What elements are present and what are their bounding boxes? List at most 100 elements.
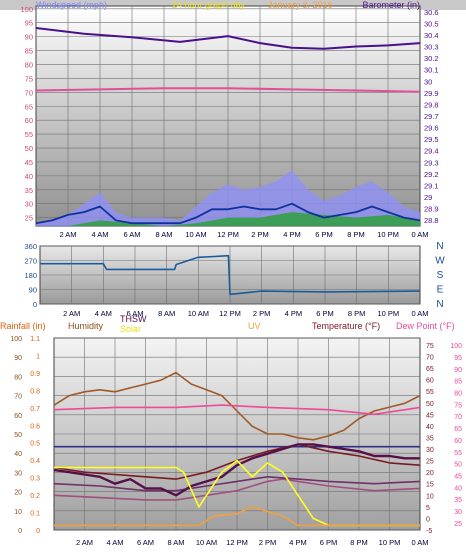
x-tick-label: 4 PM	[289, 538, 307, 547]
y-tick-label: 80	[25, 60, 33, 69]
x-tick-label: 6 AM	[126, 309, 143, 318]
y-tick-label: 65	[454, 426, 462, 433]
y-tick-label: 90	[29, 286, 37, 295]
series-line	[35, 87, 421, 93]
y-tick-label: 70	[426, 355, 434, 362]
series-line	[35, 202, 421, 225]
y-tick-label: 28.8	[424, 216, 439, 225]
series-area	[36, 212, 420, 226]
x-tick-label: 2 PM	[259, 538, 277, 547]
x-tick-label: 8 PM	[347, 230, 365, 239]
y-tick-label: 35	[25, 186, 33, 195]
y-tick-label: 70	[14, 394, 22, 401]
y-tick-label: 30.4	[424, 31, 439, 40]
y-tick-label: 40	[14, 451, 22, 458]
windspeed-axis-title: Windspeed (mph)	[36, 0, 107, 10]
series-line	[54, 459, 420, 527]
y-tick-label: 270	[24, 257, 37, 266]
series-line	[53, 478, 421, 501]
y-tick-label: 29.1	[424, 181, 439, 190]
y-tick-label: 30	[424, 77, 432, 86]
x-tick-label: 10 PM	[379, 538, 401, 547]
legend-solar: Solar	[120, 324, 141, 334]
y-tick-label: 0	[426, 516, 430, 523]
y-tick-label: 5	[426, 505, 430, 512]
y-tick-label: 75	[25, 74, 33, 83]
x-tick-label: 4 AM	[95, 309, 112, 318]
series-line	[35, 27, 421, 50]
y-tick-label: 75	[426, 343, 434, 350]
y-tick-label: 0.7	[30, 406, 40, 413]
y-tick-label: 0.6	[30, 423, 40, 430]
direction-label: W	[435, 256, 445, 267]
y-tick-label: 90	[454, 367, 462, 374]
y-tick-label: 100	[450, 343, 462, 350]
y-tick-label: 30.1	[424, 66, 439, 75]
series-line	[53, 404, 421, 416]
y-tick-label: 10	[426, 493, 434, 500]
title-strip	[0, 0, 466, 10]
y-tick-label: 70	[25, 88, 33, 97]
x-tick-label: 10 PM	[377, 230, 399, 239]
series-line	[53, 475, 421, 492]
x-tick-label: 10 AM	[185, 230, 206, 239]
y-tick-label: 50	[426, 401, 434, 408]
x-tick-label: 6 PM	[315, 230, 333, 239]
y-tick-label: 0	[18, 528, 22, 535]
x-tick-label: 12 PM	[226, 538, 248, 547]
x-tick-label: 12 PM	[219, 309, 241, 318]
y-tick-label: -5	[426, 528, 432, 535]
y-tick-label: 40	[454, 485, 462, 492]
y-tick-label: 50	[454, 462, 462, 469]
y-tick-label: 29.6	[424, 124, 439, 133]
y-tick-label: 90	[25, 33, 33, 42]
series-line	[40, 254, 421, 296]
direction-label: S	[437, 270, 444, 281]
legend-dew-point: Dew Point (°F)	[396, 321, 455, 331]
x-tick-label: 6 PM	[316, 309, 334, 318]
x-tick-label: 0 AM	[411, 538, 428, 547]
y-tick-label: 29.9	[424, 89, 439, 98]
y-tick-label: 25	[454, 521, 462, 528]
y-tick-label: 45	[426, 412, 434, 419]
y-tick-label: 45	[25, 158, 33, 167]
y-tick-label: 100	[10, 336, 22, 343]
y-tick-label: 60	[454, 438, 462, 445]
y-tick-label: 30	[454, 509, 462, 516]
y-tick-label: 65	[426, 366, 434, 373]
y-tick-label: 25	[426, 459, 434, 466]
y-tick-label: 10	[14, 509, 22, 516]
x-tick-label: 6 AM	[123, 230, 140, 239]
y-tick-label: 50	[25, 144, 33, 153]
x-tick-label: 6 PM	[320, 538, 338, 547]
y-tick-label: 55	[454, 450, 462, 457]
series-line	[54, 506, 420, 527]
y-tick-label: 60	[14, 413, 22, 420]
y-tick-label: 15	[426, 482, 434, 489]
legend-temperature: Temperature (°F)	[312, 321, 380, 331]
y-tick-label: 75	[454, 402, 462, 409]
y-tick-label: 55	[426, 389, 434, 396]
legend-uv: UV	[248, 321, 261, 331]
x-tick-label: 8 PM	[350, 538, 368, 547]
x-tick-label: 4 PM	[285, 309, 303, 318]
y-tick-label: 100	[20, 5, 33, 14]
y-tick-label: 30	[426, 447, 434, 454]
x-tick-label: 2 AM	[59, 230, 76, 239]
y-tick-label: 0.2	[30, 493, 40, 500]
x-tick-label: 8 AM	[158, 309, 175, 318]
y-tick-label: 95	[25, 19, 33, 28]
y-tick-label: 29.8	[424, 100, 439, 109]
x-tick-label: 2 PM	[253, 309, 271, 318]
y-tick-label: 40	[25, 172, 33, 181]
x-tick-label: 4 AM	[91, 230, 108, 239]
y-tick-label: 80	[454, 391, 462, 398]
x-tick-label: 8 AM	[167, 538, 184, 547]
graph-date: January 3, 2016	[268, 0, 333, 10]
y-tick-label: 29.3	[424, 158, 439, 167]
graph-title: 24 hour graph day	[172, 0, 246, 10]
y-tick-label: 85	[454, 379, 462, 386]
y-tick-label: 28.9	[424, 205, 439, 214]
x-tick-label: 4 PM	[283, 230, 301, 239]
